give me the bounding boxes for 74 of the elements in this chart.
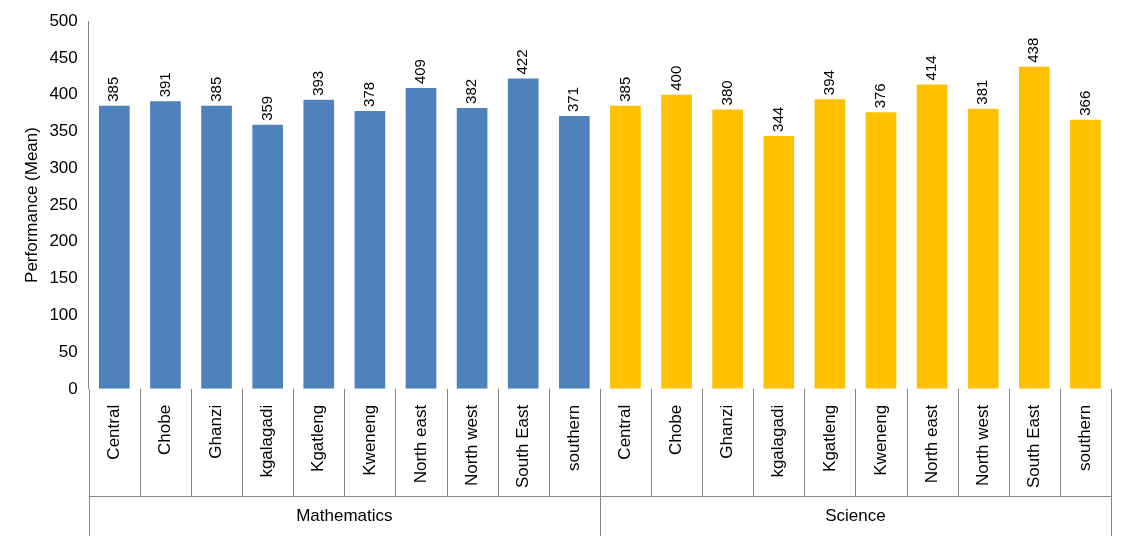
x-tick-label: South East [1024,404,1044,489]
bar [1019,66,1050,389]
x-tick-label: Kweneng [359,404,379,476]
data-label: 376 [871,83,889,109]
x-tick-label: Chobe [666,404,686,455]
data-label: 394 [820,70,838,96]
text: Science [825,505,886,525]
bar [916,84,948,389]
bar [456,107,488,389]
bar [252,124,283,389]
x-tick-label: Central [615,404,635,460]
x-tick-label: southern [564,404,584,472]
x-tick-label: kgalagadi [768,404,788,478]
data-label: 422 [513,49,531,75]
y-tick-label: 300 [49,157,78,177]
data-label: 380 [717,80,735,106]
bar [661,94,692,389]
y-axis-title: Performance (Mean) [21,127,41,283]
x-tick-label: Ghanzi [206,404,226,459]
bar [712,109,743,389]
bar [558,116,590,389]
x-tick-label: North east [921,404,941,484]
data-label: 381 [973,79,991,105]
bar [354,110,386,389]
data-label: 385 [206,76,224,102]
x-tick-label: Kgatleng [308,404,328,472]
x-tick-label: Central [104,404,124,460]
y-tick-label: 500 [49,10,78,30]
y-tick-label: 150 [49,268,78,288]
data-label: 409 [411,59,429,85]
data-label: 385 [104,76,122,102]
bar [150,101,181,389]
data-label: 378 [360,81,378,107]
x-tick-label: southern [1075,404,1095,472]
y-tick-label: 200 [49,231,78,251]
data-label: 391 [155,72,173,98]
x-tick-label: North west [972,404,992,487]
text: Mathematics [296,505,393,525]
x-tick-label: Kgatleng [819,404,839,472]
y-tick-label: 100 [49,305,78,324]
y-tick-label: 400 [49,84,78,104]
y-tick-label: 50 [58,341,78,361]
data-label: 366 [1075,90,1093,116]
y-tick-label: 0 [68,378,78,398]
data-label: 371 [564,87,582,113]
data-label: 344 [768,106,786,132]
data-label: 382 [462,78,480,104]
bar [610,105,641,389]
bar [814,99,846,389]
bar [303,99,335,389]
data-label: 438 [1024,37,1042,63]
y-tick-label: 250 [49,194,78,214]
bar [98,105,130,389]
bar [967,108,999,389]
x-tick-label: Chobe [155,404,175,455]
bar [1070,119,1101,389]
y-tick-label: 350 [49,121,78,141]
x-tick-label: kgalagadi [257,404,277,478]
data-label: 393 [308,70,326,96]
x-tick-label: Kweneng [870,404,890,476]
x-tick-label: Ghanzi [717,404,737,459]
data-label: 359 [257,95,275,121]
y-tick-label: 450 [49,47,78,67]
bar [201,105,232,389]
data-label: 400 [666,65,684,91]
bar [405,88,437,389]
bar [507,78,539,389]
bar [865,112,897,389]
x-tick-label: North west [461,404,481,487]
x-tick-label: South East [512,404,532,489]
bar [763,135,795,389]
x-tick-label: North east [410,404,430,484]
data-label: 385 [615,76,633,102]
data-label: 414 [922,55,940,81]
